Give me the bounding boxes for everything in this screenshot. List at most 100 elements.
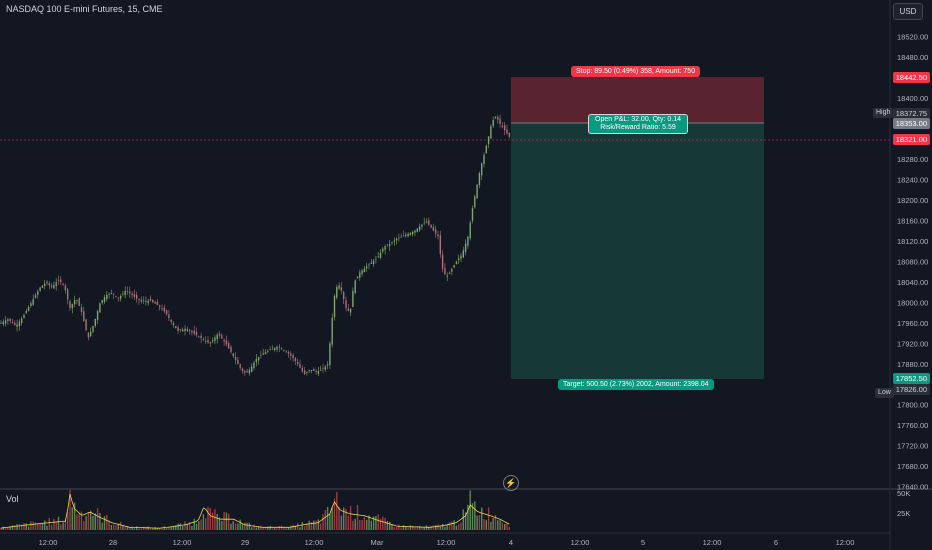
candle-body — [504, 125, 506, 131]
volume-bar — [432, 525, 435, 530]
volume-bar — [48, 517, 50, 530]
candle-body — [11, 322, 14, 324]
high-side-label: High — [873, 108, 894, 118]
candle-body — [69, 301, 71, 309]
candle-body — [352, 290, 354, 308]
target-label[interactable]: Target: 500.50 (2.73%) 2002, Amount: 239… — [558, 379, 714, 390]
candle-body — [80, 307, 83, 312]
candle-body — [458, 258, 460, 261]
volume-bar — [356, 505, 359, 530]
candle-body — [108, 293, 110, 295]
candle-body — [34, 295, 37, 298]
price-scale-label: 18520.00 — [897, 33, 928, 42]
volume-bar — [21, 524, 23, 530]
price-scale-label: 18160.00 — [897, 217, 928, 226]
candle-body — [372, 260, 375, 265]
volume-bar — [271, 528, 274, 530]
volume-bar — [400, 527, 402, 530]
candle-body — [490, 126, 492, 139]
candle-body — [492, 119, 494, 126]
volume-bar — [492, 518, 494, 530]
candle-body — [48, 283, 50, 286]
volume-bar — [405, 526, 407, 530]
volume-bar — [168, 527, 170, 530]
volume-bar — [253, 524, 255, 530]
stop-label[interactable]: Stop: 89.50 (0.49%) 358, Amount: 750 — [571, 66, 701, 77]
volume-bar — [64, 519, 67, 530]
price-scale-label: 17880.00 — [897, 360, 928, 369]
price-scale-label: 18200.00 — [897, 196, 928, 205]
candle-body — [437, 234, 439, 237]
volume-bar — [251, 527, 253, 530]
candle-body — [444, 267, 446, 275]
volume-bar — [50, 524, 53, 530]
volume-bar — [16, 524, 18, 530]
candle-body — [122, 293, 124, 295]
candle-body — [430, 224, 432, 228]
volume-bar — [80, 511, 83, 530]
volume-bar — [349, 505, 352, 530]
candle-body — [409, 232, 412, 235]
candle-body — [370, 262, 372, 264]
candle-body — [398, 237, 400, 239]
candle-body — [395, 238, 398, 241]
volume-bar — [115, 525, 117, 530]
volume-bar — [71, 507, 73, 530]
volume-bar — [320, 523, 322, 530]
currency-button[interactable]: USD — [893, 3, 923, 20]
volume-bar — [244, 522, 246, 530]
candle-body — [501, 125, 504, 127]
volume-bar — [287, 527, 290, 530]
volume-bar — [290, 525, 292, 530]
candle-body — [308, 370, 310, 371]
candle-body — [205, 340, 207, 342]
candle-body — [133, 294, 136, 298]
go-to-realtime-icon[interactable]: ⚡ — [503, 475, 519, 491]
volume-bar — [46, 525, 48, 530]
candle-body — [345, 300, 347, 309]
volume-bar — [326, 507, 329, 530]
take-profit-zone[interactable] — [511, 123, 764, 379]
volume-indicator-title[interactable]: Vol — [6, 494, 19, 504]
candle-body — [469, 222, 471, 239]
volume-bar — [368, 515, 370, 530]
volume-bar — [179, 523, 182, 530]
volume-bar — [402, 525, 405, 530]
time-axis-label: 12:00 — [39, 538, 58, 547]
candle-body — [0, 322, 2, 324]
candle-body — [152, 299, 154, 303]
volume-bar — [53, 518, 55, 530]
candle-body — [441, 254, 444, 269]
volume-bar — [490, 521, 492, 530]
time-axis-label: 6 — [774, 538, 778, 547]
candle-body — [170, 319, 172, 322]
candle-body — [147, 300, 149, 303]
candle-body — [113, 293, 115, 295]
symbol-title[interactable]: NASDAQ 100 E-mini Futures, 15, CME — [6, 4, 163, 14]
volume-bar — [198, 521, 200, 530]
volume-bar — [481, 507, 483, 530]
risk-reward-text: Risk/Reward Ratio: 5.59 — [600, 124, 676, 131]
candle-body — [163, 307, 165, 312]
candle-body — [283, 350, 285, 351]
candle-body — [446, 275, 448, 277]
candle-body — [83, 311, 85, 321]
candle-body — [453, 265, 455, 268]
volume-bar — [131, 526, 133, 530]
volume-bar — [306, 523, 308, 530]
volume-bar — [483, 519, 485, 530]
candle-body — [414, 230, 416, 233]
pnl-box[interactable]: Open P&L: 32.00, Qty: 0.14 Risk/Reward R… — [588, 114, 688, 134]
candle-body — [497, 116, 499, 120]
volume-bar — [340, 515, 343, 530]
volume-bar — [446, 525, 448, 530]
volume-bar — [230, 523, 232, 530]
candle-body — [292, 354, 294, 359]
candle-body — [46, 281, 48, 284]
volume-bar — [154, 527, 156, 530]
volume-bar — [133, 528, 136, 530]
candle-body — [124, 290, 126, 296]
candle-body — [214, 337, 216, 342]
candle-body — [324, 366, 326, 370]
